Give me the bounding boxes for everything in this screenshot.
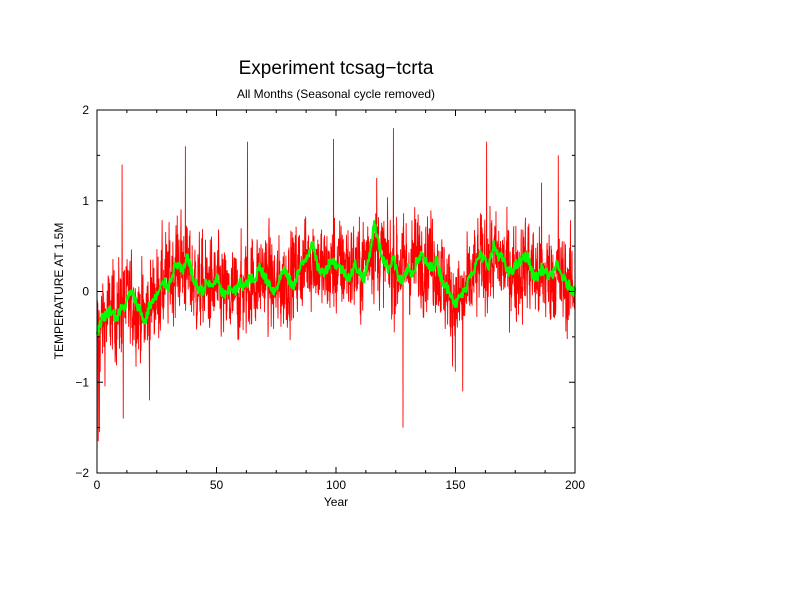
y-tick-label: −2 xyxy=(75,466,89,480)
x-tick-label: 0 xyxy=(94,478,101,492)
x-tick-label: 50 xyxy=(210,478,224,492)
x-tick-label: 200 xyxy=(565,478,585,492)
y-tick-label: 2 xyxy=(82,103,89,117)
y-tick-label: 0 xyxy=(82,285,89,299)
y-tick-label: −1 xyxy=(75,375,89,389)
chart-title: Experiment tcsag−tcrta xyxy=(239,58,434,79)
x-tick-label: 100 xyxy=(326,478,346,492)
chart-subtitle: All Months (Seasonal cycle removed) xyxy=(237,87,435,101)
x-axis: 0 50 100 150 200 xyxy=(94,110,585,492)
series-line-monthly xyxy=(96,128,576,442)
series-line-smoothed xyxy=(95,219,577,337)
x-axis-label: Year xyxy=(324,495,348,509)
y-axis-label: TEMPERATURE AT 1.5M xyxy=(52,223,66,360)
y-tick-label: 1 xyxy=(82,194,89,208)
y-axis: −2 −1 0 1 2 xyxy=(75,103,575,480)
x-tick-label: 150 xyxy=(445,478,465,492)
series-layer xyxy=(95,128,577,442)
